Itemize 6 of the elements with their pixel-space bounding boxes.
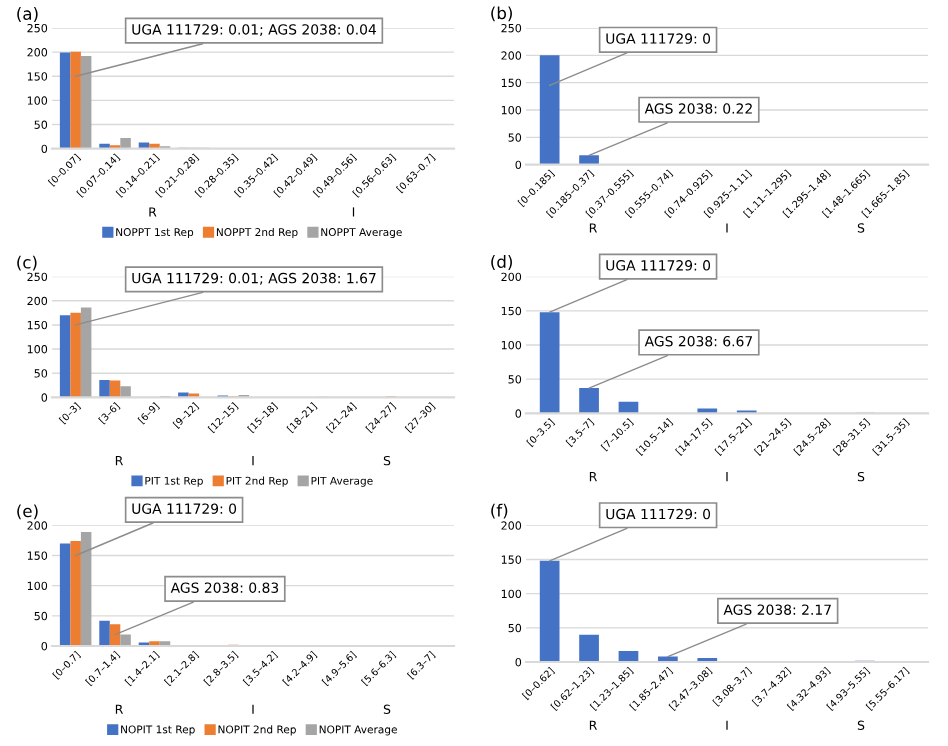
chart-title: (c) xyxy=(17,255,37,271)
chart-title: (a) xyxy=(17,7,38,22)
chart-title: (f) xyxy=(491,503,508,519)
chart-title: (b) xyxy=(491,6,512,22)
chart-title: (e) xyxy=(17,504,38,520)
chart-title: (d) xyxy=(491,255,512,270)
